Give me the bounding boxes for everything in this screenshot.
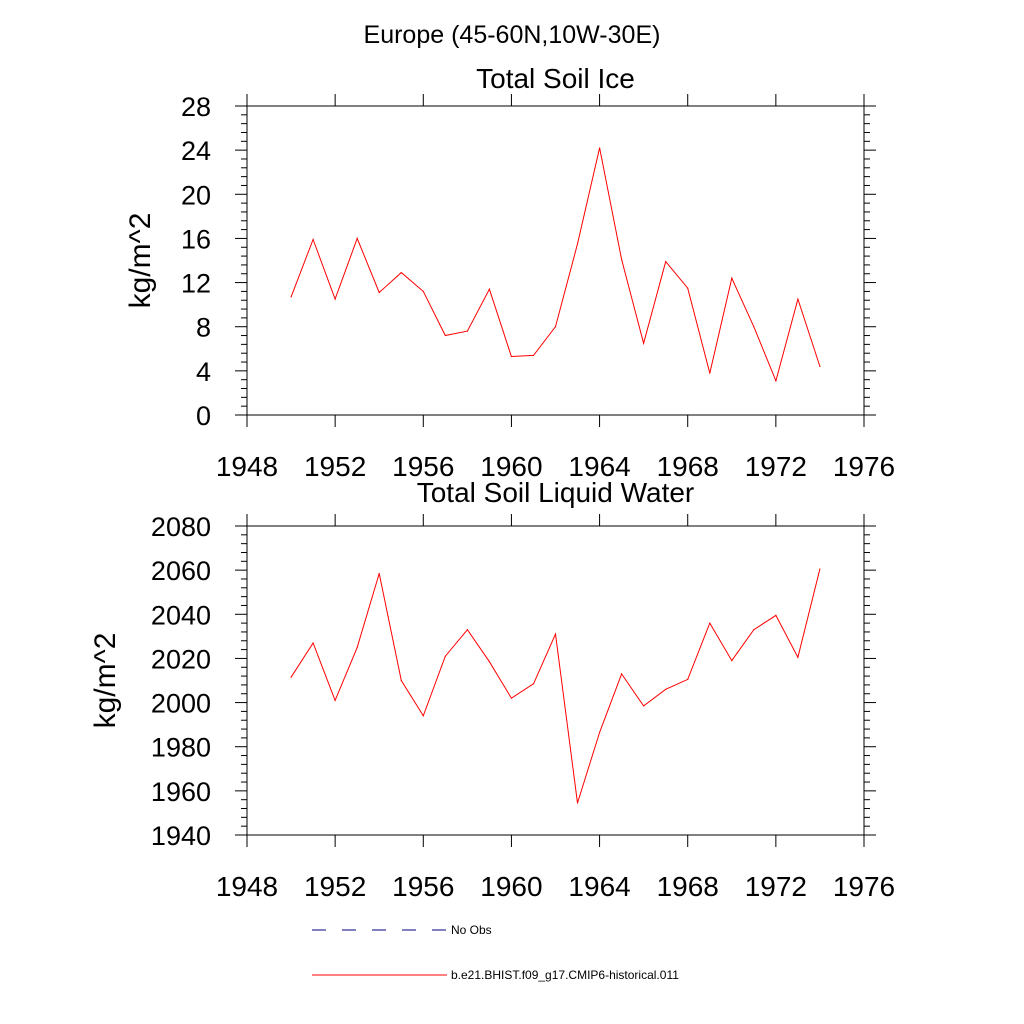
x-tick-label: 1976 — [833, 871, 895, 902]
data-point — [510, 697, 513, 699]
data-point — [687, 678, 689, 680]
chart-title: Total Soil Ice — [476, 63, 635, 94]
x-tick-label: 1948 — [216, 871, 278, 902]
data-point — [621, 258, 623, 260]
x-tick-label: 1972 — [745, 451, 807, 482]
x-tick-label: 1972 — [745, 871, 807, 902]
y-axis-label: kg/m^2 — [124, 213, 157, 309]
data-point — [466, 629, 468, 631]
y-tick-label: 1980 — [151, 733, 211, 763]
data-point — [466, 330, 468, 332]
data-point — [488, 661, 490, 663]
x-tick-label: 1956 — [392, 451, 454, 482]
panel-total-soil-liquid-water: Total Soil Liquid Water kg/m^2 1940 1960 198… — [89, 477, 895, 902]
data-point — [334, 699, 336, 701]
x-tick-label: 1960 — [480, 451, 542, 482]
data-point — [665, 261, 667, 263]
data-point — [400, 272, 402, 274]
y-tick-label: 1960 — [151, 777, 211, 807]
data-point — [687, 287, 689, 289]
data-point — [444, 655, 446, 657]
data-point — [598, 147, 601, 149]
data-point — [753, 629, 755, 631]
y-tick-label: 12 — [181, 269, 211, 299]
data-point — [422, 715, 424, 717]
data-point — [488, 288, 490, 290]
data-point — [334, 298, 336, 300]
data-point — [731, 660, 733, 662]
data-point — [621, 673, 623, 675]
y-tick-label: 4 — [196, 357, 211, 387]
data-point — [554, 326, 557, 328]
data-point — [378, 291, 380, 294]
data-point — [797, 298, 799, 300]
data-point — [731, 277, 733, 279]
data-point — [356, 646, 358, 648]
data-point — [775, 380, 777, 382]
y-tick-label: 0 — [196, 401, 211, 431]
data-point — [576, 802, 579, 804]
x-tick-label: 1948 — [216, 451, 278, 482]
x-tick-label: 1964 — [568, 451, 630, 482]
x-tick-label: 1968 — [657, 871, 719, 902]
y-tick-label: 2080 — [151, 512, 211, 542]
data-point — [290, 296, 292, 298]
data-point — [819, 365, 821, 368]
data-point — [709, 372, 711, 374]
x-tick-label: 1968 — [657, 451, 719, 482]
x-tick-label: 1976 — [833, 451, 895, 482]
y-tick-label: 2060 — [151, 556, 211, 586]
data-point — [400, 679, 402, 682]
data-point — [444, 334, 446, 337]
data-point — [643, 342, 645, 344]
y-tick-label: 20 — [181, 180, 211, 210]
data-point — [312, 642, 314, 644]
data-point — [356, 237, 358, 240]
y-tick-label: 8 — [196, 313, 211, 343]
panel-total-soil-ice: Total Soil Ice kg/m^2 0 4 8 12 16 20 24 28 1948 195… — [124, 63, 895, 482]
data-point — [554, 633, 557, 635]
legend-label-model: b.e21.BHIST.f09_g17.CMIP6-historical.011 — [451, 968, 679, 982]
x-tick-label: 1956 — [392, 871, 454, 902]
y-tick-label: 2000 — [151, 689, 211, 719]
data-point — [290, 676, 292, 678]
data-point — [797, 656, 799, 658]
y-tick-label: 2040 — [151, 600, 211, 630]
y-tick-label: 16 — [181, 224, 211, 254]
x-tick-label: 1952 — [304, 451, 366, 482]
data-point — [510, 355, 513, 358]
data-point — [753, 326, 755, 328]
plot-frame — [246, 525, 865, 836]
y-tick-label: 24 — [181, 136, 211, 166]
data-point — [709, 622, 711, 624]
y-tick-label: 28 — [181, 92, 211, 122]
y-axis-label: kg/m^2 — [89, 633, 122, 729]
data-point — [532, 354, 535, 357]
y-tick-label: 1940 — [151, 821, 211, 851]
figure-title: Europe (45-60N,10W-30E) — [364, 21, 661, 49]
chart-title: Total Soil Liquid Water — [417, 477, 695, 508]
data-point — [378, 572, 380, 575]
legend: No Obs b.e21.BHIST.f09_g17.CMIP6-histori… — [312, 923, 679, 982]
data-point — [819, 568, 821, 570]
data-point — [422, 290, 424, 292]
legend-label-no-obs: No Obs — [451, 923, 492, 937]
data-point — [598, 731, 601, 733]
x-tick-label: 1960 — [480, 871, 542, 902]
data-point — [532, 683, 535, 685]
data-point — [775, 614, 777, 616]
data-point — [643, 705, 645, 707]
data-point — [576, 243, 579, 245]
data-point — [665, 688, 667, 690]
series-line — [290, 568, 821, 804]
data-point — [312, 238, 314, 241]
x-tick-label: 1964 — [568, 871, 630, 902]
plot-frame — [246, 105, 865, 416]
series-line — [290, 147, 821, 383]
y-tick-label: 2020 — [151, 644, 211, 674]
x-tick-label: 1952 — [304, 871, 366, 902]
